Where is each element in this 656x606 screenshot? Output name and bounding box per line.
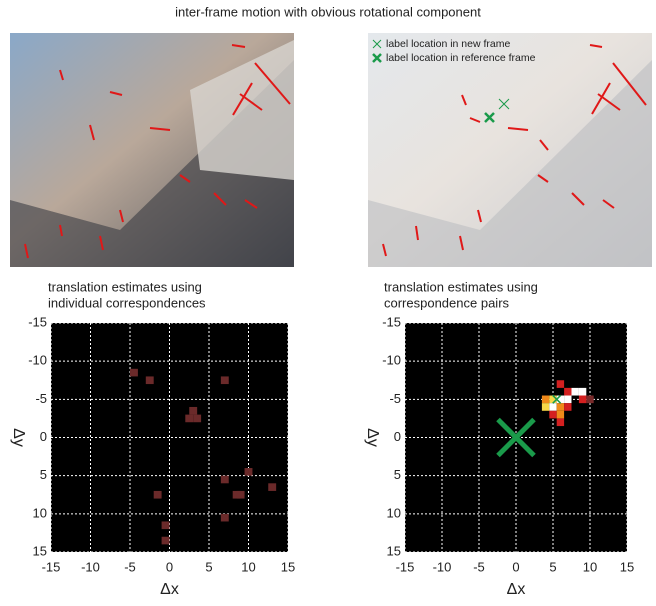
x-tick-label: 10 <box>583 559 597 574</box>
cell <box>268 483 276 491</box>
x-axis-label: Δx <box>160 581 179 598</box>
y-axis-label: Δy <box>10 428 27 447</box>
x-tick-label: -10 <box>81 559 100 574</box>
x-axis-label: Δx <box>507 581 526 598</box>
y-tick-label: 15 <box>387 543 401 558</box>
photo-current <box>10 33 294 267</box>
x-tick-label: 0 <box>166 559 173 574</box>
y-tick-label: -15 <box>28 314 47 329</box>
y-tick-label: 10 <box>33 505 47 520</box>
cell <box>557 411 564 419</box>
x-tick-label: 0 <box>512 559 519 574</box>
y-tick-label: -5 <box>389 391 401 406</box>
y-tick-label: 5 <box>40 467 47 482</box>
cell <box>549 403 556 411</box>
x-tick-label: 10 <box>241 559 255 574</box>
y-tick-label: 0 <box>40 429 47 444</box>
figure: inter-frame motion with obvious rotation… <box>0 0 656 601</box>
cell <box>549 411 556 419</box>
y-tick-label: -10 <box>382 353 401 368</box>
x-tick-label: 15 <box>620 559 634 574</box>
x-tick-label: 15 <box>281 559 295 574</box>
cell <box>564 403 571 411</box>
y-tick-label: -5 <box>35 391 47 406</box>
cell <box>221 514 229 522</box>
cell <box>542 403 549 411</box>
x-tick-label: 5 <box>205 559 212 574</box>
cell <box>586 396 593 404</box>
cell <box>162 537 170 545</box>
cell <box>579 388 586 396</box>
x-tick-label: -5 <box>124 559 136 574</box>
legend-label: label location in new frame <box>386 38 510 50</box>
cell <box>221 376 229 384</box>
x-tick-label: 5 <box>549 559 556 574</box>
cell <box>193 415 201 423</box>
cell <box>557 403 564 411</box>
chart-title: translation estimates using <box>48 279 202 294</box>
x-tick-label: -10 <box>433 559 452 574</box>
y-axis-label: Δy <box>364 428 381 447</box>
cell <box>237 491 245 499</box>
cell <box>130 369 138 377</box>
x-tick-label: -5 <box>473 559 485 574</box>
page: {"title": "inter-frame motion with obvio… <box>0 0 656 601</box>
y-tick-label: 5 <box>394 467 401 482</box>
cell <box>189 407 197 415</box>
legend-label: label location in reference frame <box>386 52 536 64</box>
cell <box>154 491 162 499</box>
x-tick-label: -15 <box>396 559 415 574</box>
cell <box>564 388 571 396</box>
cell <box>572 388 579 396</box>
cell <box>564 396 571 404</box>
y-tick-label: 0 <box>394 429 401 444</box>
chart-title: translation estimates using <box>384 279 538 294</box>
x-tick-label: -15 <box>42 559 61 574</box>
chart-title: individual correspondences <box>48 295 206 310</box>
figure-title: inter-frame motion with obvious rotation… <box>175 4 481 19</box>
cell <box>542 396 549 404</box>
y-tick-label: -15 <box>382 314 401 329</box>
photo-reference: label location in new frame label locati… <box>368 33 652 267</box>
cell <box>579 396 586 404</box>
cell <box>221 476 229 484</box>
cell <box>557 380 564 388</box>
cell <box>162 521 170 529</box>
cell <box>245 468 253 476</box>
y-tick-label: -10 <box>28 353 47 368</box>
cell <box>557 418 564 426</box>
chart-title: correspondence pairs <box>384 295 510 310</box>
y-tick-label: 10 <box>387 505 401 520</box>
cell <box>146 376 154 384</box>
cell <box>185 415 193 423</box>
y-tick-label: 15 <box>33 543 47 558</box>
